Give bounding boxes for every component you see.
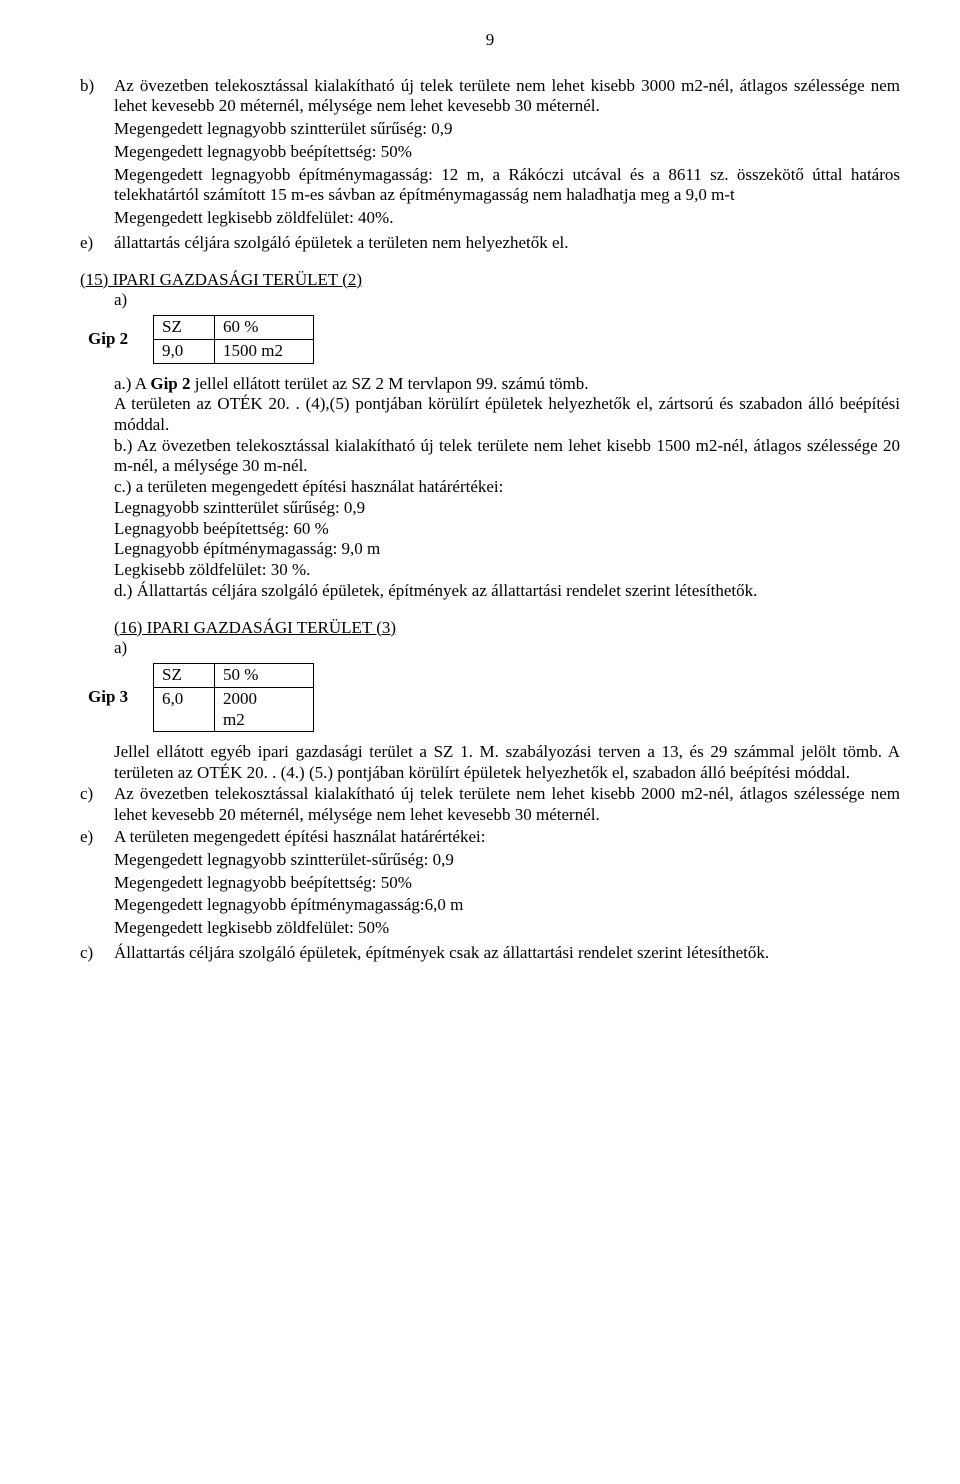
body-e-top: állattartás céljára szolgáló épületek a … [114,233,900,254]
s16-e-body: A területen megengedett építési használa… [114,827,900,941]
s16-intro: Jellel ellátott egyéb ipari gazdasági te… [114,742,900,783]
b-p5: Megengedett legkisebb zöldfelület: 40%. [114,208,900,229]
s16-r2c2b: m2 [223,710,245,729]
s15-pa-pre: a.) A [114,374,150,393]
s15-pc3: Legnagyobb építménymagasság: 9,0 m [114,539,900,560]
s15-pc2: Legnagyobb beépítettség: 60 % [114,519,900,540]
s16-e2: Megengedett legnagyobb beépítettség: 50% [114,873,900,894]
item-b: b) Az övezetben telekosztással kialakíth… [80,76,900,231]
item-e-top: e) állattartás céljára szolgáló épületek… [80,233,900,254]
marker-b: b) [80,76,114,231]
s16-r2c2a: 2000 [223,689,257,708]
s15-table-label: Gip 2 [80,316,154,363]
s16-table: Gip 3 SZ 50 % 6,0 2000 m2 [80,663,314,732]
s16-e4: Megengedett legkisebb zöldfelület: 50% [114,918,900,939]
s16-c2: c) Állattartás céljára szolgáló épületek… [80,943,900,964]
s15-pc4: Legkisebb zöldfelület: 30 %. [114,560,900,581]
heading-15: (15) IPARI GAZDASÁGI TERÜLET (2) [80,270,900,291]
b-p2: Megengedett legnagyobb szintterület sűrű… [114,119,900,140]
s15-pb: b.) Az övezetben telekosztással kialakít… [114,436,900,477]
page-number: 9 [80,30,900,51]
s16-r2c1: 6,0 [154,687,215,731]
s15-r2c1: 9,0 [154,339,215,363]
s15-pa: a.) A Gip 2 jellel ellátott terület az S… [114,374,900,395]
s16-e3: Megengedett legnagyobb építménymagasság:… [114,895,900,916]
s15-pc: c.) a területen megengedett építési hasz… [114,477,900,498]
s16-c: c) Az övezetben telekosztással kialakíth… [80,784,900,825]
b-p4: Megengedett legnagyobb építménymagasság:… [114,165,900,206]
s16-r2c2: 2000 m2 [215,687,314,731]
heading-16: (16) IPARI GAZDASÁGI TERÜLET (3) [114,618,900,639]
s16-e: e) A területen megengedett építési haszn… [80,827,900,941]
page-container: 9 b) Az övezetben telekosztással kialakí… [0,0,960,1026]
s16-e-marker: e) [80,827,114,941]
s16-e-text: A területen megengedett építési használa… [114,827,900,848]
b-p3: Megengedett legnagyobb beépítettség: 50% [114,142,900,163]
s16-table-label: Gip 3 [80,664,154,732]
s15-table: Gip 2 SZ 60 % 9,0 1500 m2 [80,315,314,363]
s15-r2c2: 1500 m2 [215,339,314,363]
s16-r1c2: 50 % [215,664,314,688]
s15-pa2: A területen az OTÉK 20. . (4),(5) pontjá… [114,394,900,435]
s15-r1c2: 60 % [215,316,314,340]
s15-a-label: a) [114,290,900,311]
s16-e1: Megengedett legnagyobb szintterület-sűrű… [114,850,900,871]
s16-c-marker: c) [80,784,114,825]
body-b: Az övezetben telekosztással kialakítható… [114,76,900,231]
s15-pc1: Legnagyobb szintterület sűrűség: 0,9 [114,498,900,519]
s16-c2-marker: c) [80,943,114,964]
s16-c-body: Az övezetben telekosztással kialakítható… [114,784,900,825]
s16-c2-body: Állattartás céljára szolgáló épületek, é… [114,943,900,964]
marker-e-top: e) [80,233,114,254]
s15-r1c1: SZ [154,316,215,340]
s15-pa-bold: Gip 2 [150,374,190,393]
s16-r1c1: SZ [154,664,215,688]
s16-a-label: a) [114,638,900,659]
b-p1: Az övezetben telekosztással kialakítható… [114,76,900,117]
s15-pd: d.) Állattartás céljára szolgáló épülete… [114,581,900,602]
s15-pa-post: jellel ellátott terület az SZ 2 M tervla… [191,374,589,393]
